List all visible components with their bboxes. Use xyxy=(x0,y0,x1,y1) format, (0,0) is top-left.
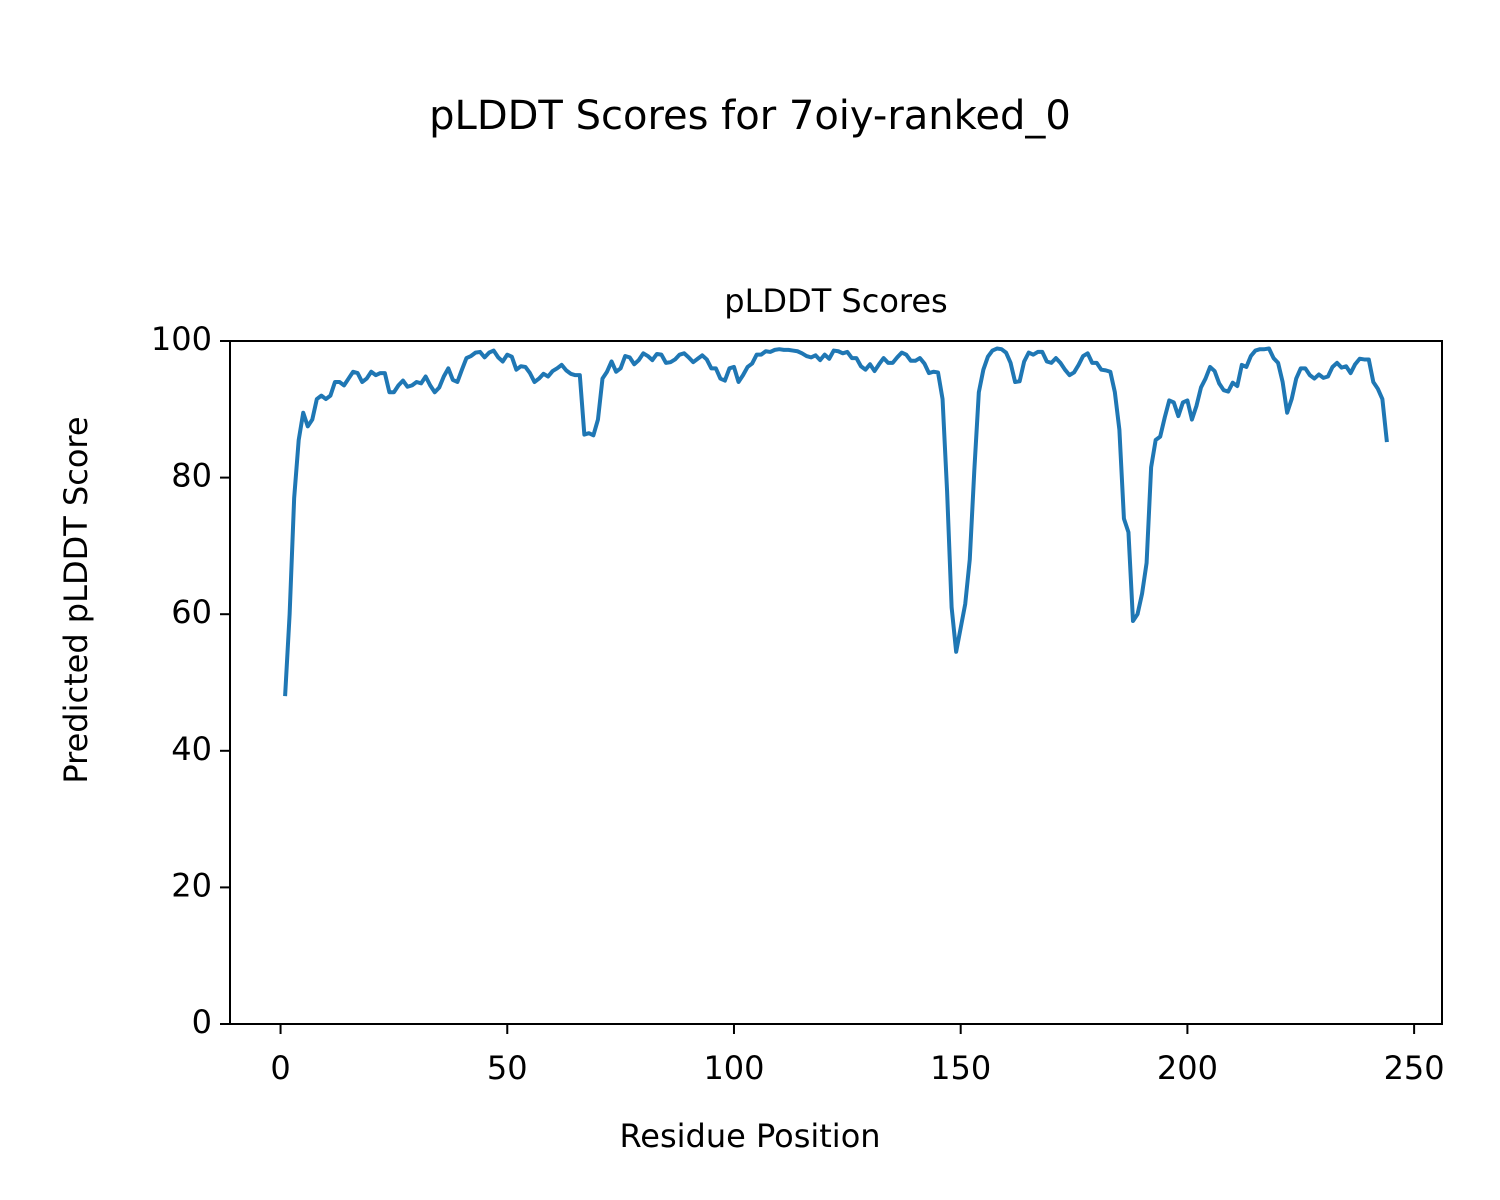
x-tick-label: 150 xyxy=(930,1049,991,1087)
x-tick-label: 50 xyxy=(487,1049,528,1087)
x-axis-label: Residue Position xyxy=(619,1117,880,1155)
y-tick-label: 60 xyxy=(171,593,212,631)
figure-title: pLDDT Scores for 7oiy-ranked_0 xyxy=(429,93,1071,139)
x-tick-label: 100 xyxy=(703,1049,764,1087)
y-tick-label: 40 xyxy=(171,730,212,768)
plot-frame xyxy=(229,340,1443,1025)
y-tick-label: 100 xyxy=(151,320,212,358)
axes-title: pLDDT Scores xyxy=(724,282,947,320)
x-tick-label: 0 xyxy=(270,1049,290,1087)
y-tick-label: 80 xyxy=(171,457,212,495)
x-tick-label: 250 xyxy=(1384,1049,1445,1087)
y-axis-label: Predicted pLDDT Score xyxy=(57,416,95,783)
data-line xyxy=(283,346,1389,697)
x-tick-label: 200 xyxy=(1157,1049,1218,1087)
y-tick-label: 0 xyxy=(192,1003,212,1041)
y-tick-label: 20 xyxy=(171,866,212,904)
